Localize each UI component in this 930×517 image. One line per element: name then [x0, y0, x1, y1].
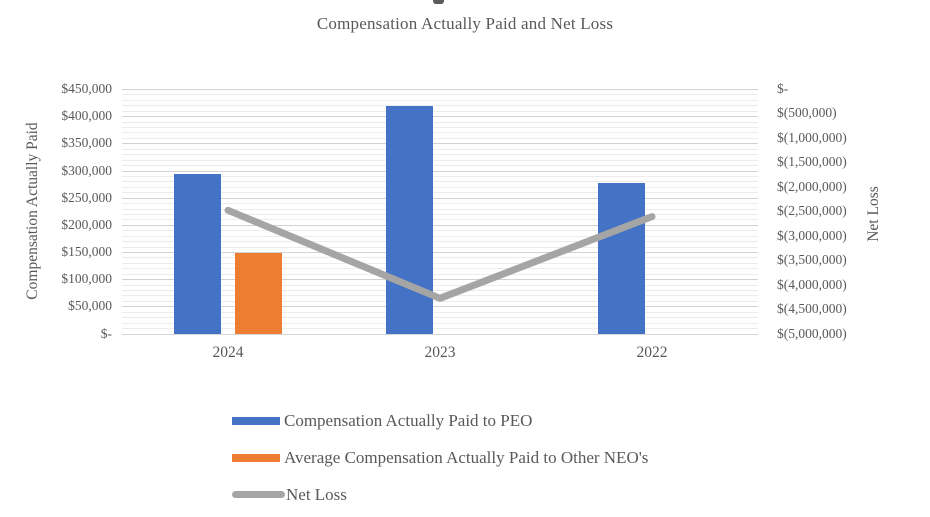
- gridline-minor: [122, 213, 758, 215]
- gridline-minor: [122, 241, 758, 243]
- gridline-minor: [122, 186, 758, 188]
- legend-label: Net Loss: [286, 484, 347, 504]
- right-axis-tick: $(3,000,000): [777, 227, 847, 243]
- gridline-major: [122, 252, 758, 253]
- gridline-minor: [122, 105, 758, 107]
- legend-swatch-bar: [232, 453, 280, 462]
- legend-item: Compensation Actually Paid to PEO: [232, 409, 648, 432]
- bar-peo-2024: [174, 174, 221, 334]
- right-axis-tick: $(500,000): [777, 105, 837, 121]
- gridline-major: [122, 279, 758, 281]
- legend-item: Average Compensation Actually Paid to Ot…: [232, 446, 648, 469]
- left-axis-tick: $150,000: [61, 244, 112, 259]
- gridline-minor: [122, 127, 758, 129]
- net-loss-line-layer: [224, 206, 656, 302]
- left-axis-tick: $-: [100, 325, 112, 341]
- right-axis-tick: $(2,500,000): [777, 203, 847, 219]
- gridline-minor: [122, 268, 758, 270]
- gridline-minor: [122, 235, 758, 237]
- gridline-minor: [122, 121, 758, 123]
- gridline-minor: [122, 175, 758, 177]
- x-axis-label-2024: 2024: [212, 344, 244, 361]
- right-axis-title: Net Loss: [865, 186, 882, 242]
- gridline-major: [122, 170, 758, 172]
- gridline-major: [122, 143, 758, 145]
- gridline-minor: [122, 137, 758, 139]
- right-axis-tick: $(4,000,000): [777, 276, 847, 292]
- legend-label: Average Compensation Actually Paid to Ot…: [284, 447, 649, 467]
- x-axis-label-2023: 2023: [424, 344, 456, 361]
- net-loss-line: [224, 206, 656, 302]
- left-axis-tick: $100,000: [61, 271, 112, 287]
- gridline-minor: [122, 192, 758, 194]
- plot-area: [122, 89, 758, 335]
- gridline-minor: [122, 230, 758, 232]
- gridline-minor: [122, 273, 758, 275]
- left-axis-tick: $250,000: [61, 189, 112, 205]
- right-axis-tick: $(2,000,000): [777, 178, 847, 194]
- legend-swatch-line: [232, 491, 285, 498]
- gridline-major: [122, 306, 758, 308]
- gridline-minor: [122, 110, 758, 112]
- legend-swatch-bar: [232, 416, 280, 425]
- gridline-minor: [122, 181, 758, 183]
- gridline-major: [122, 116, 758, 118]
- gridline-minor: [122, 322, 758, 324]
- legend-label: Compensation Actually Paid to PEO: [284, 410, 533, 430]
- gridline-minor: [122, 284, 758, 286]
- gridline-minor: [122, 257, 758, 259]
- left-axis-tick: $450,000: [61, 81, 112, 96]
- legend-item: Net Loss: [232, 483, 648, 506]
- left-axis-tick: $200,000: [61, 216, 112, 232]
- right-axis-tick: $(1,500,000): [777, 154, 847, 170]
- gridline-minor: [122, 246, 758, 248]
- gridline-minor: [122, 290, 758, 292]
- gridline-minor: [122, 154, 758, 156]
- left-axis-tick: $400,000: [61, 108, 112, 124]
- gridline-minor: [122, 317, 758, 319]
- gridline-minor: [122, 165, 758, 167]
- gridline-minor: [122, 219, 758, 221]
- gridline-minor: [122, 208, 758, 210]
- cropped-text-artifact: [433, 0, 444, 4]
- right-axis-tick: $(1,000,000): [777, 129, 847, 145]
- gridline-major: [122, 89, 758, 90]
- gridline-minor: [122, 203, 758, 205]
- bar-neo-2024: [235, 252, 282, 334]
- gridline-minor: [122, 132, 758, 134]
- gridline-minor: [122, 328, 758, 330]
- right-axis-tick: $(4,500,000): [777, 301, 847, 317]
- chart-title: Compensation Actually Paid and Net Loss: [316, 14, 614, 33]
- gridline-major: [122, 224, 758, 226]
- right-axis-tick: $(5,000,000): [777, 325, 847, 341]
- gridline-minor: [122, 262, 758, 264]
- right-axis-tick: $(3,500,000): [777, 252, 847, 268]
- gridline-minor: [122, 159, 758, 161]
- gridline-minor: [122, 94, 758, 96]
- gridline-minor: [122, 148, 758, 150]
- gridline-minor: [122, 311, 758, 313]
- left-axis-tick: $50,000: [68, 298, 112, 314]
- gridline-major: [122, 197, 758, 199]
- bar-peo-2022: [598, 182, 645, 334]
- right-axis-tick: $-: [777, 81, 789, 96]
- chart-legend: Compensation Actually Paid to PEO Average…: [232, 409, 648, 506]
- left-axis-tick: $300,000: [61, 162, 112, 178]
- bar-peo-2023: [386, 105, 433, 334]
- gridline-minor: [122, 99, 758, 101]
- left-axis-tick: $350,000: [61, 135, 112, 151]
- x-axis-label-2022: 2022: [636, 344, 668, 361]
